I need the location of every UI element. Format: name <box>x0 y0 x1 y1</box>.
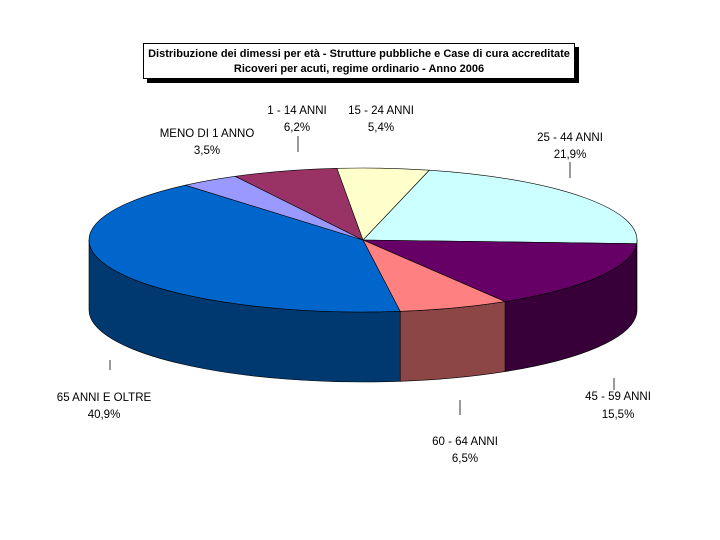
slice-25-44-anni <box>362 169 638 244</box>
pie-labels: 25 - 44 ANNI 21,9% 45 - 59 ANNI 15,5% 60 - 6… <box>57 105 651 465</box>
slice-label-65-anni-e-oltre: 65 ANNI E OLTRE <box>57 392 152 404</box>
data-label-25-44-anni: 25 - 44 ANNI 21,9% <box>537 132 603 178</box>
slice-value-meno-di-1-anno: 3,5% <box>194 145 220 157</box>
slice-side-60-64-anni <box>399 301 506 382</box>
slice-label-1-14-anni: 1 - 14 ANNI <box>267 105 326 117</box>
pie-sides <box>88 239 638 383</box>
slice-60-64-anni <box>362 239 507 312</box>
slice-value-15-24-anni: 5,4% <box>368 122 394 134</box>
slice-45-59-anni <box>362 239 638 302</box>
slice-label-25-44-anni: 25 - 44 ANNI <box>537 132 603 144</box>
slice-value-65-anni-e-oltre: 40,9% <box>88 409 121 421</box>
slice-value-1-14-anni: 6,2% <box>284 122 310 134</box>
data-label-65-anni-e-oltre: 65 ANNI E OLTRE 40,9% <box>57 360 152 421</box>
slice-value-45-59-anni: 15,5% <box>602 409 635 421</box>
slice-value-60-64-anni: 6,5% <box>452 453 478 465</box>
data-label-1-14-anni: 1 - 14 ANNI 6,2% <box>267 105 327 152</box>
pie-tops <box>88 167 638 313</box>
slice-15-24-anni <box>336 167 430 241</box>
slice-label-15-24-anni: 15 - 24 ANNI <box>348 105 414 117</box>
data-label-meno-di-1-anno: MENO DI 1 ANNO 3,5% <box>160 128 255 157</box>
data-label-45-59-anni: 45 - 59 ANNI 15,5% <box>585 378 651 421</box>
chart-title: Distribuzione dei dimessi per età - Stru… <box>148 48 570 60</box>
data-label-60-64-anni: 60 - 64 ANNI 6,5% <box>432 400 498 465</box>
slice-value-25-44-anni: 21,9% <box>554 149 587 161</box>
slice-65-anni-e-oltre <box>88 184 401 313</box>
slice-label-45-59-anni: 45 - 59 ANNI <box>585 391 651 403</box>
chart-title-box: Distribuzione dei dimessi per età - Stru… <box>143 43 575 79</box>
slice-label-60-64-anni: 60 - 64 ANNI <box>432 436 498 448</box>
chart-subtitle: Ricoveri per acuti, regime ordinario - A… <box>233 63 485 75</box>
slice-label-meno-di-1-anno: MENO DI 1 ANNO <box>160 128 255 140</box>
data-label-15-24-anni: 15 - 24 ANNI 5,4% <box>348 105 414 134</box>
